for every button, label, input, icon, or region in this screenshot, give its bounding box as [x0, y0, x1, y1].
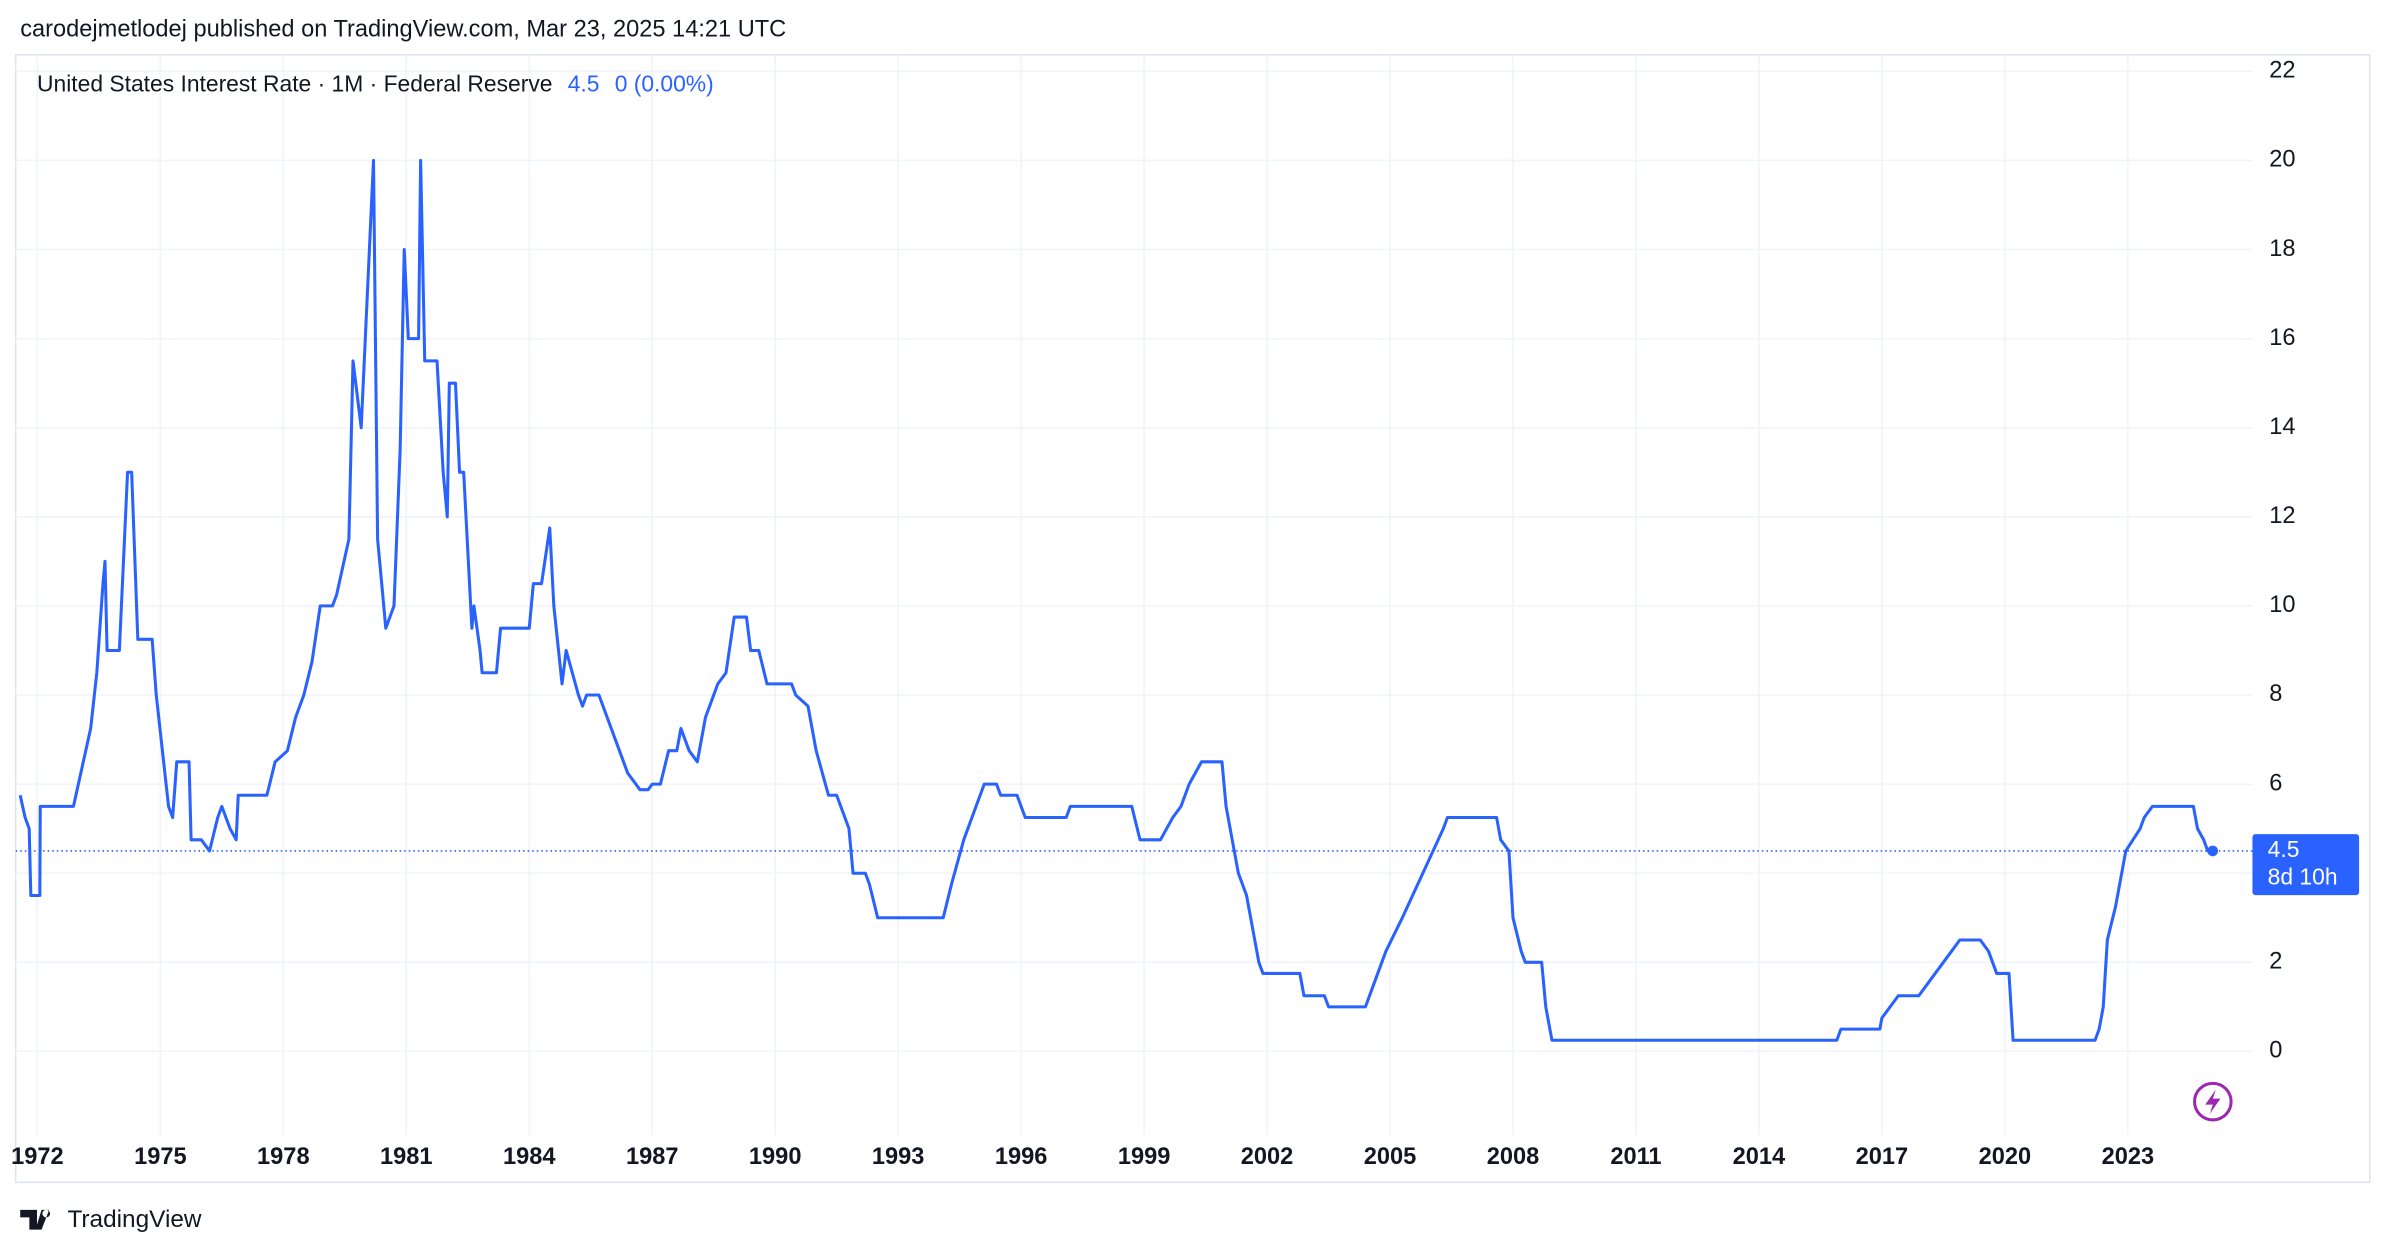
y-tick-label: 2 [2269, 949, 2282, 975]
x-tick-label: 2011 [1610, 1144, 1661, 1170]
watermark-icon [2193, 1081, 2233, 1122]
x-tick-label: 1981 [380, 1144, 433, 1170]
y-tick-label: 12 [2269, 503, 2295, 529]
y-tick-label: 0 [2269, 1038, 2282, 1064]
price-badge-value: 4.5 [2268, 836, 2300, 862]
x-tick-label: 1978 [257, 1144, 310, 1170]
x-tick-label: 2014 [1733, 1144, 1786, 1170]
y-tick-label: 6 [2269, 770, 2282, 796]
y-tick-label: 18 [2269, 236, 2295, 262]
x-tick-label: 2005 [1364, 1144, 1417, 1170]
price-badge-countdown: 8d 10h [2268, 863, 2338, 889]
legend-price: 4.5 [568, 70, 600, 96]
x-tick-label: 2023 [2102, 1144, 2155, 1170]
x-tick-label: 1975 [134, 1144, 187, 1170]
y-tick-label: 14 [2269, 414, 2295, 440]
grid [15, 54, 2253, 1136]
x-tick-label: 1984 [503, 1144, 556, 1170]
legend-change: 0 (0.00%) [615, 70, 714, 96]
x-tick-label: 1972 [11, 1144, 64, 1170]
publish-info: carodejmetlodej published on TradingView… [20, 17, 786, 43]
series-line [18, 158, 2213, 1042]
x-tick-label: 1993 [872, 1144, 925, 1170]
y-tick-label: 8 [2269, 681, 2282, 707]
x-tick-label: 1999 [1118, 1144, 1171, 1170]
x-tick-label: 2017 [1856, 1144, 1909, 1170]
x-tick-label: 1996 [995, 1144, 1048, 1170]
footer-brand: TradingView [67, 1206, 201, 1233]
x-tick-label: 2020 [1979, 1144, 2032, 1170]
x-tick-label: 1987 [626, 1144, 679, 1170]
last-point [2207, 845, 2219, 857]
axes: 0246810121416182022197219751978198119841… [11, 58, 2360, 1170]
y-tick-label: 16 [2269, 325, 2295, 351]
price-badge [2252, 834, 2360, 896]
pane-border [14, 54, 2371, 1184]
x-tick-label: 2002 [1241, 1144, 1294, 1170]
footer-logo [20, 1209, 51, 1230]
y-tick-label: 20 [2269, 147, 2295, 173]
legend-title: United States Interest Rate · 1M · Feder… [37, 70, 552, 96]
plot [15, 158, 2253, 1042]
y-tick-label: 10 [2269, 592, 2295, 618]
x-tick-label: 2008 [1487, 1144, 1540, 1170]
x-tick-label: 1990 [749, 1144, 802, 1170]
y-tick-label: 22 [2269, 58, 2295, 84]
